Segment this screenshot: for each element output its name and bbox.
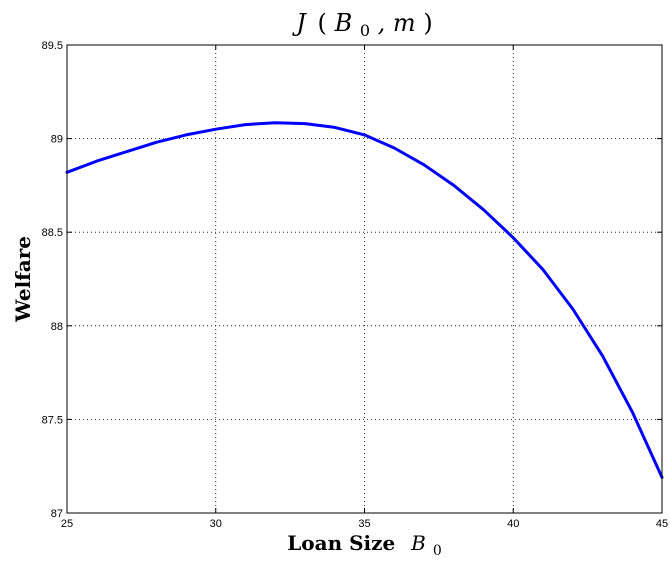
series-layer	[65, 121, 664, 479]
x-tick-layer: 25 30 35 40 45	[61, 45, 668, 530]
x-tick-label: 35	[358, 518, 370, 530]
series-line	[65, 121, 664, 479]
chart-title: J ( B 0 , m )	[291, 9, 432, 42]
y-tick-label: 87	[51, 508, 63, 520]
x-tick-label: 45	[656, 518, 668, 530]
title-sub: 0	[360, 21, 370, 40]
title-func: J	[291, 9, 307, 37]
x-axis-title-text: Loan Size	[287, 531, 402, 555]
plot-frame	[66, 44, 663, 514]
x-tick-label: 30	[210, 518, 222, 530]
title-var: B	[334, 9, 353, 37]
y-axis-title: Welfare	[11, 236, 35, 323]
x-axis-title-var: B	[410, 531, 426, 555]
x-tick-label: 25	[61, 518, 73, 530]
x-tick-label: 40	[507, 518, 519, 530]
title-rest: , m	[378, 9, 416, 37]
x-axis-title-sub: 0	[433, 543, 442, 559]
y-tick-layer: 87 87.5 88 88.5 89 89.5	[42, 40, 662, 520]
title-open-paren: (	[318, 9, 327, 37]
title-close-paren: )	[423, 9, 432, 37]
y-tick-label: 88.5	[42, 227, 63, 239]
y-tick-label: 89	[51, 134, 63, 146]
x-axis-title: Loan Size B 0	[287, 531, 442, 559]
y-tick-label: 89.5	[42, 40, 63, 52]
grid-layer	[67, 45, 662, 513]
y-tick-label: 87.5	[42, 414, 63, 426]
y-tick-label: 88	[51, 321, 63, 333]
